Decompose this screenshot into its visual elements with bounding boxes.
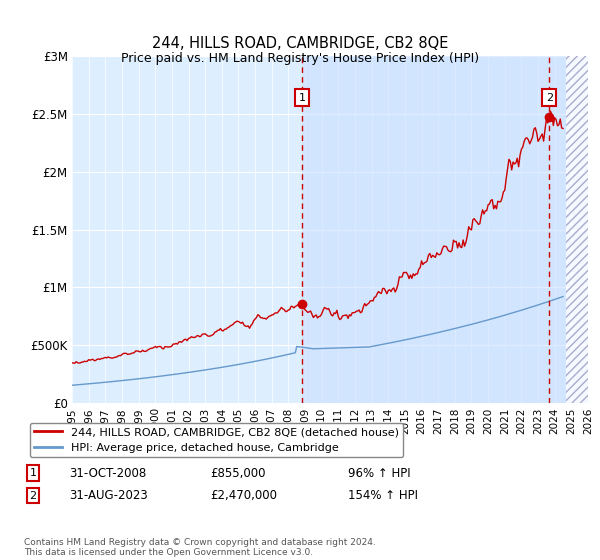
Text: Contains HM Land Registry data © Crown copyright and database right 2024.
This d: Contains HM Land Registry data © Crown c… — [24, 538, 376, 557]
Text: 154% ↑ HPI: 154% ↑ HPI — [348, 489, 418, 502]
Text: 244, HILLS ROAD, CAMBRIDGE, CB2 8QE: 244, HILLS ROAD, CAMBRIDGE, CB2 8QE — [152, 36, 448, 52]
Text: £855,000: £855,000 — [210, 466, 265, 480]
Bar — [566, 56, 588, 403]
Text: 31-OCT-2008: 31-OCT-2008 — [69, 466, 146, 480]
Bar — [566, 56, 588, 403]
Text: 1: 1 — [29, 468, 37, 478]
Text: 2: 2 — [29, 491, 37, 501]
Text: Price paid vs. HM Land Registry's House Price Index (HPI): Price paid vs. HM Land Registry's House … — [121, 52, 479, 64]
Text: 31-AUG-2023: 31-AUG-2023 — [69, 489, 148, 502]
Text: £2,470,000: £2,470,000 — [210, 489, 277, 502]
Bar — [302, 56, 566, 403]
Text: 1: 1 — [299, 92, 306, 102]
Text: 96% ↑ HPI: 96% ↑ HPI — [348, 466, 410, 480]
Legend: 244, HILLS ROAD, CAMBRIDGE, CB2 8QE (detached house), HPI: Average price, detach: 244, HILLS ROAD, CAMBRIDGE, CB2 8QE (det… — [29, 423, 403, 457]
Text: 2: 2 — [545, 92, 553, 102]
